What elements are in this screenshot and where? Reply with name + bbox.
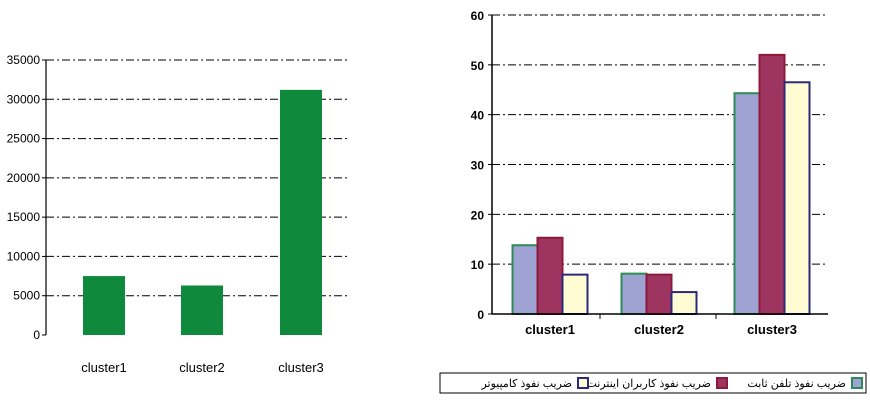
y-tick-label: 5000 xyxy=(13,289,40,303)
bar-cluster1-series-1 xyxy=(511,244,539,315)
bar-cluster2-series-1 xyxy=(620,272,648,316)
y-tick-labels: 0 10 20 30 40 50 60 xyxy=(471,9,485,322)
category-label: cluster2 xyxy=(179,360,225,375)
legend-label: ضریب نفوذ کامپیوتر xyxy=(480,378,572,390)
legend-label: ضریب نفوذ کاربران اینترنت xyxy=(586,378,711,390)
bar-cluster2-series-3 xyxy=(670,291,698,315)
y-tick-label: 10 xyxy=(471,258,485,272)
category-label: cluster2 xyxy=(634,322,684,337)
bars xyxy=(83,89,322,335)
x-tick-labels: cluster1 cluster2 cluster3 xyxy=(81,360,324,375)
category-label: cluster3 xyxy=(747,322,797,337)
y-tick-label: 60 xyxy=(471,9,485,23)
y-tick-label: 30000 xyxy=(7,92,41,106)
penetration-rate-chart: 0 10 20 30 40 50 60 cluster1 cluster2 cluster3 ض… xyxy=(439,9,867,394)
category-label: cluster3 xyxy=(278,360,324,375)
y-tick-labels: 0 5000 10000 15000 20000 25000 30000 35000 xyxy=(7,53,41,342)
bar-cluster3-series-2 xyxy=(758,53,786,315)
axes xyxy=(42,59,47,336)
gridlines xyxy=(46,59,348,297)
bars xyxy=(511,53,811,316)
bar-cluster1-series-3 xyxy=(561,273,589,315)
y-tick-label: 50 xyxy=(471,59,485,73)
y-tick-label: 0 xyxy=(33,328,40,342)
legend-swatch xyxy=(716,377,728,389)
bar-cluster2-series-2 xyxy=(645,273,673,315)
legend-box xyxy=(439,372,867,394)
bar-cluster1 xyxy=(83,276,125,335)
y-tick-label: 10000 xyxy=(7,249,41,263)
y-tick-label: 30 xyxy=(471,159,485,173)
legend-label: ضریب نفوذ تلفن ثابت xyxy=(747,378,846,390)
x-tick-labels: cluster1 cluster2 cluster3 xyxy=(525,322,797,337)
bar-cluster1-series-2 xyxy=(536,236,564,316)
y-tick-label: 25000 xyxy=(7,132,41,146)
y-tick-label: 0 xyxy=(477,308,484,322)
category-label: cluster1 xyxy=(81,360,127,375)
y-tick-label: 40 xyxy=(471,109,485,123)
category-label: cluster1 xyxy=(525,322,575,337)
y-tick-label: 15000 xyxy=(7,210,41,224)
y-tick-label: 20000 xyxy=(7,171,41,185)
y-tick-label: 35000 xyxy=(7,53,41,67)
bar-cluster3-series-1 xyxy=(733,92,761,316)
bar-cluster2 xyxy=(181,285,223,335)
cluster-totals-chart: 0 5000 10000 15000 20000 25000 30000 35000 clus… xyxy=(7,53,348,375)
bar-cluster3 xyxy=(280,89,322,335)
legend-swatch xyxy=(851,377,863,389)
legend: ضریب نفوذ تلفن ثابت ضریب نفوذ کاربران این… xyxy=(439,372,867,394)
legend-swatch xyxy=(577,377,589,389)
axes xyxy=(488,14,828,319)
bar-cluster3-series-3 xyxy=(783,81,811,316)
y-tick-label: 20 xyxy=(471,208,485,222)
